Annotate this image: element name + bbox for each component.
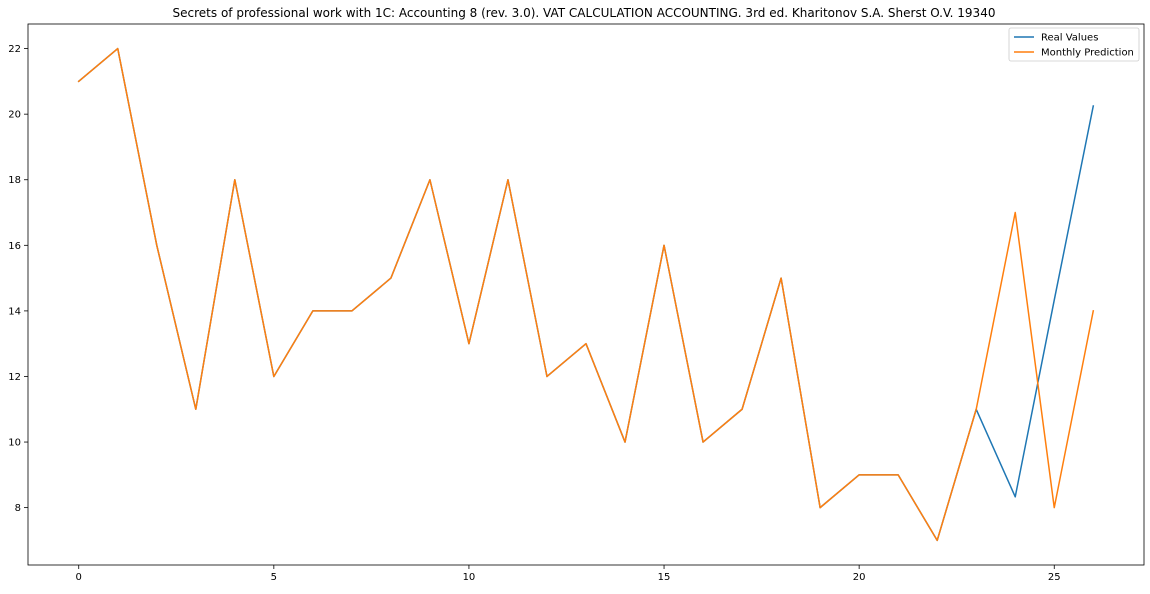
- legend-box: [1008, 27, 1140, 62]
- y-tick-label: 8: [15, 503, 21, 514]
- plot-frame: [27, 23, 1145, 566]
- y-tick-label: 22: [8, 44, 21, 55]
- x-tick-label: 15: [658, 572, 671, 583]
- legend-label: Monthly Prediction: [1041, 48, 1134, 59]
- y-tick-label: 20: [8, 110, 21, 121]
- x-tick-label: 0: [76, 572, 82, 583]
- series-line-real-values: [77, 47, 1095, 542]
- y-tick-label: 12: [8, 372, 21, 383]
- x-tick-label: 10: [463, 572, 476, 583]
- series-line-monthly-prediction: [77, 47, 1095, 542]
- y-tick-label: 10: [8, 438, 21, 449]
- y-tick-label: 14: [8, 306, 21, 317]
- y-tick-label: 18: [8, 175, 21, 186]
- x-tick-label: 20: [853, 572, 866, 583]
- x-tick-label: 5: [271, 572, 277, 583]
- plot-area: 0 5 10 15 20 25 8 10 12 14 16 18 20 22 Real Values Mont…: [8, 23, 1145, 583]
- legend-label: Real Values: [1041, 33, 1098, 44]
- x-tick-label: 25: [1048, 572, 1061, 583]
- chart-title: Secrets of professional work with 1C: Ac…: [173, 6, 996, 20]
- y-tick-label: 16: [8, 241, 21, 252]
